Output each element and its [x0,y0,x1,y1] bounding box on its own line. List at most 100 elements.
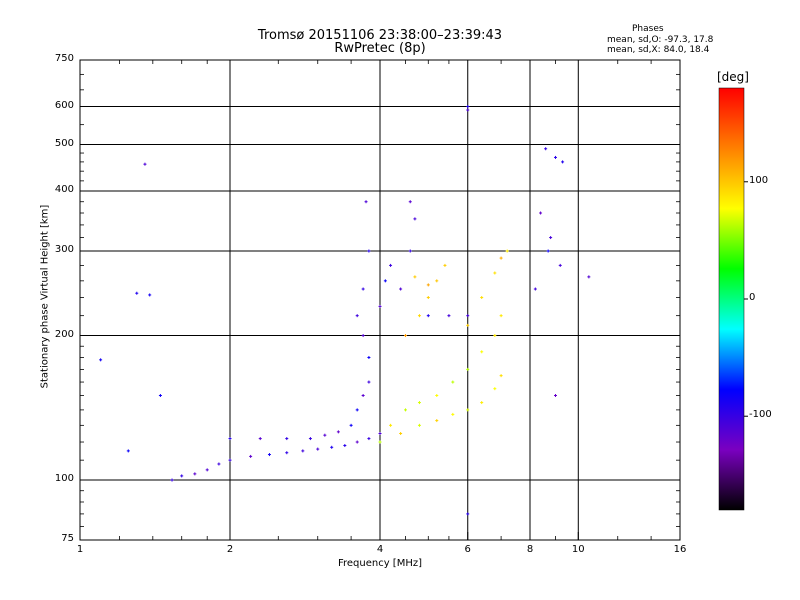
phase-stats-heading: Phases [632,24,664,34]
data-point [499,374,503,378]
data-point [99,358,103,362]
data-point [378,304,382,308]
colorbar-ticks [744,181,748,417]
data-point [349,423,353,427]
data-point [417,314,421,318]
data-point [558,263,562,267]
data-point [493,387,497,391]
data-point [466,108,470,112]
data-point [180,474,184,478]
data-point [158,394,162,398]
data-point [285,451,289,455]
data-point [367,380,371,384]
data-point [316,447,320,451]
data-point [323,433,327,437]
data-point [587,275,591,279]
data-point [301,449,305,453]
data-point [378,432,382,436]
data-point [361,334,365,338]
x-tick-label: 1 [76,544,84,555]
data-point [361,394,365,398]
data-point [435,394,439,398]
data-point [403,334,407,338]
colorbar-unit-label: [deg] [717,70,749,84]
data-point [148,293,152,297]
data-point [451,380,455,384]
data-point [399,432,403,436]
data-point [447,314,451,318]
y-tick-label: 400 [54,184,74,196]
data-point [443,263,447,267]
data-point [355,440,359,444]
x-tick-label: 2 [226,544,234,555]
y-tick-label: 100 [54,473,74,485]
data-point [466,408,470,412]
data-point [228,458,232,462]
x-axis-label: Frequency [MHz] [337,558,423,569]
data-point [505,249,509,253]
data-point [533,287,537,291]
data-point [466,367,470,371]
data-point [480,350,484,354]
data-point [330,445,334,449]
data-point [546,249,550,253]
data-point [367,437,371,441]
data-point [426,283,430,287]
data-point [408,200,412,204]
data-point [355,408,359,412]
data-point [417,401,421,405]
data-point [355,314,359,318]
data-point [135,291,139,295]
data-point [126,449,130,453]
x-tick-label: 10 [571,544,585,555]
colorbar-tick-label: 100 [749,174,769,186]
data-point [435,419,439,423]
data-point [383,279,387,283]
y-tick-label: 75 [61,533,74,544]
data-point [426,314,430,318]
data-point [417,423,421,427]
data-point [143,162,147,166]
chart-subtitle: RwPretec (8p) [334,41,426,56]
phase-stats-x-mode: mean, sd,X: 84.0, 18.4 [607,45,710,55]
data-point [285,437,289,441]
x-tick-label: 16 [673,544,687,555]
data-point [480,296,484,300]
data-point [378,440,382,444]
data-point [228,437,232,441]
y-tick-label: 600 [54,99,74,111]
data-point [544,147,548,151]
data-point [553,155,557,159]
data-point [426,296,430,300]
data-point [413,217,417,221]
data-point [499,256,503,260]
y-tick-label: 300 [54,244,74,255]
data-point [499,314,503,318]
data-point [267,453,271,457]
data-point [258,437,262,441]
data-point [367,249,371,253]
data-point [451,412,455,416]
data-point [466,512,470,516]
data-point [493,271,497,275]
x-tick-label: 4 [376,544,384,555]
data-point [435,279,439,283]
data-point [480,401,484,405]
data-point [217,462,221,466]
data-points [99,105,591,516]
data-point [403,408,407,412]
y-tick-label: 200 [54,328,74,340]
data-point [389,423,393,427]
data-point [389,263,393,267]
data-point [466,323,470,327]
data-point [549,236,553,240]
data-point [561,160,565,164]
data-point [308,437,312,441]
y-tick-label: 500 [54,137,74,149]
data-point [361,287,365,291]
data-point [249,454,253,458]
data-point [466,314,470,318]
data-point [466,105,470,109]
chart-title: Tromsø 20151106 23:38:00–23:39:43 [257,28,503,43]
